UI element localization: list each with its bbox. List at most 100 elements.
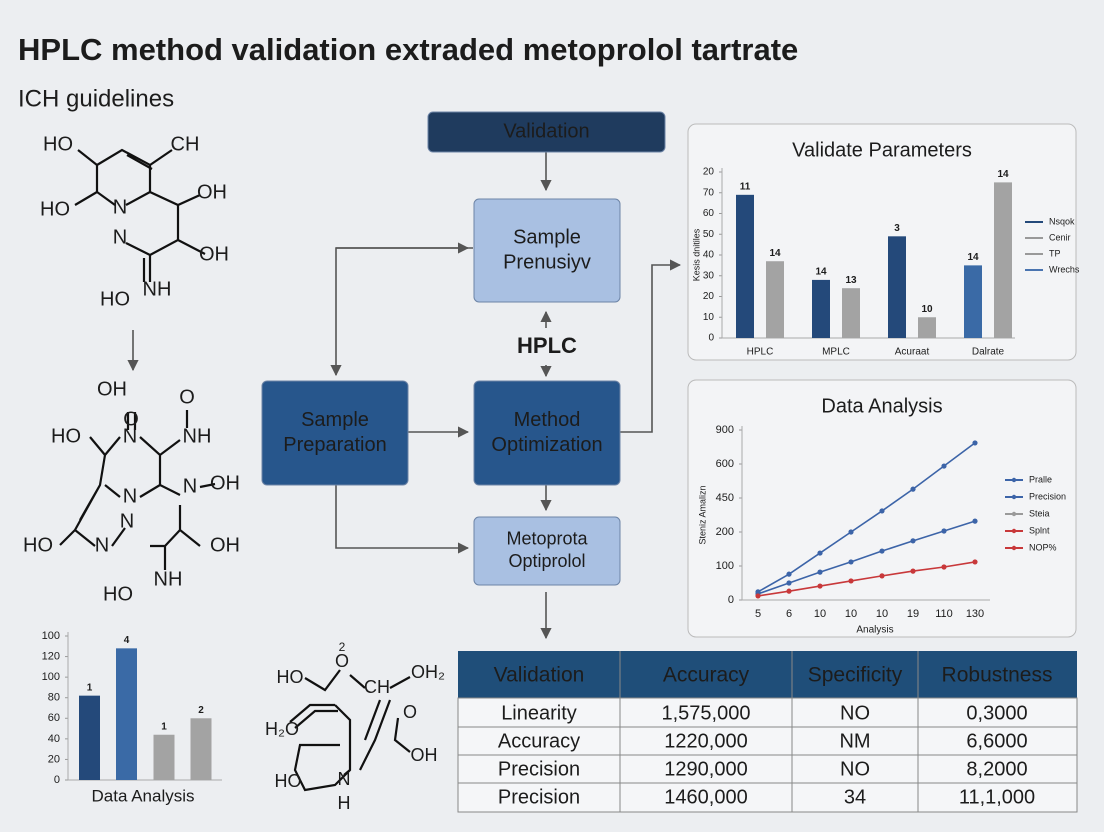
atom-label: NH	[143, 278, 172, 300]
table-cell: NM	[839, 730, 870, 752]
x-tick-label: 19	[907, 608, 919, 620]
table-cell: 1460,000	[664, 786, 747, 808]
bar-annotation: 14	[967, 252, 979, 263]
table-cell: Precision	[498, 786, 580, 808]
bar-annotation: 3	[894, 223, 900, 234]
point	[817, 583, 823, 589]
x-tick-label: 6	[786, 608, 792, 620]
y-axis-label: Kesis dnitiles	[691, 228, 701, 281]
point	[972, 559, 978, 565]
x-tick-label: HPLC	[747, 347, 774, 358]
flow-label: Metoprota	[506, 529, 588, 549]
atom-label: OH	[199, 243, 229, 265]
legend-label: Splnt	[1029, 525, 1050, 535]
point	[848, 578, 854, 584]
legend-swatch	[1011, 494, 1017, 500]
point	[786, 588, 792, 594]
point	[755, 593, 761, 599]
bar-annotation: 14	[997, 169, 1009, 180]
y-tick-label: 40	[703, 250, 715, 261]
table-cell: 6,6000	[966, 730, 1027, 752]
legend-label: Precision	[1029, 491, 1066, 501]
table-header: Accuracy	[663, 664, 750, 687]
bar	[994, 182, 1012, 338]
series-line	[757, 561, 976, 597]
series-line	[757, 520, 976, 595]
y-tick-label: 80	[48, 692, 60, 704]
bar	[964, 265, 982, 338]
table-cell: NO	[840, 702, 870, 724]
atom-label: N	[338, 769, 351, 789]
bar-annotation: 11	[740, 181, 751, 192]
chart-title: Validate Parameters	[792, 139, 972, 161]
point	[786, 571, 792, 577]
atom-label: OH	[411, 745, 438, 765]
point	[817, 569, 823, 575]
y-tick-label: 60	[703, 208, 715, 219]
table-frame	[457, 651, 1078, 813]
atom-label: 2	[339, 640, 346, 654]
bar	[736, 194, 754, 338]
atom-label: HO	[103, 583, 133, 605]
bar	[190, 718, 212, 780]
bar	[888, 236, 906, 338]
table-cell: Accuracy	[498, 730, 580, 752]
legend-swatch	[1011, 511, 1017, 517]
table-cell: 1290,000	[664, 758, 747, 780]
atom-label: HO	[275, 771, 302, 791]
y-tick-label: 450	[716, 492, 734, 504]
bar	[766, 261, 784, 338]
table-cell: 8,2000	[966, 758, 1027, 780]
atom-label: OH	[197, 181, 227, 203]
point	[879, 508, 885, 514]
bar	[812, 279, 830, 338]
y-tick-label: 900	[716, 424, 734, 436]
legend-swatch	[1011, 477, 1017, 483]
table-header: Robustness	[942, 664, 1053, 687]
table-cell: 11,1,000	[959, 786, 1035, 808]
point	[972, 518, 978, 524]
atom-label: N	[113, 196, 127, 218]
y-tick-label: 10	[703, 312, 715, 323]
flow-label: Prenusiyv	[503, 251, 591, 273]
table-cell: 0,3000	[966, 702, 1027, 724]
bar	[116, 648, 137, 780]
point	[910, 486, 916, 492]
series-line	[757, 442, 976, 593]
table-cell: Linearity	[501, 702, 577, 724]
bar	[79, 695, 100, 780]
atom-label: H	[338, 793, 351, 813]
y-tick-label: 0	[54, 774, 60, 786]
y-tick-label: 30	[703, 270, 715, 281]
legend-label: Cenir	[1049, 232, 1071, 242]
legend-label: Steia	[1029, 508, 1050, 518]
point	[848, 559, 854, 565]
table-cell: Precision	[498, 758, 580, 780]
bar-annotation: 13	[845, 275, 857, 286]
flow-label: Optimization	[491, 434, 602, 456]
atom-label: O	[123, 408, 139, 430]
table-cell: 1220,000	[664, 730, 747, 752]
flow-label: Preparation	[283, 434, 386, 456]
atom-label: HO	[277, 667, 304, 687]
molecule-bonds	[59, 148, 411, 792]
flow-label: Method	[514, 409, 581, 431]
table-cell: NO	[840, 758, 870, 780]
table-cell: 34	[844, 786, 866, 808]
table-cell: 1,575,000	[662, 702, 751, 724]
y-tick-label: 120	[42, 650, 60, 662]
atom-label: CH	[364, 677, 390, 697]
point	[879, 573, 885, 579]
point	[848, 529, 854, 535]
y-tick-label: 100	[716, 560, 734, 572]
flow-arrows	[127, 152, 682, 640]
atom-label: H₂O	[265, 719, 299, 739]
flow-node	[261, 380, 409, 486]
y-tick-label: 50	[703, 229, 715, 240]
legend-swatch	[1011, 545, 1017, 551]
chart-title: Data Analysis	[92, 786, 195, 805]
y-tick-label: 600	[716, 458, 734, 470]
bar-annotation: 10	[921, 304, 933, 315]
y-tick-label: 60	[48, 712, 60, 724]
y-tick-label: 70	[703, 187, 715, 198]
